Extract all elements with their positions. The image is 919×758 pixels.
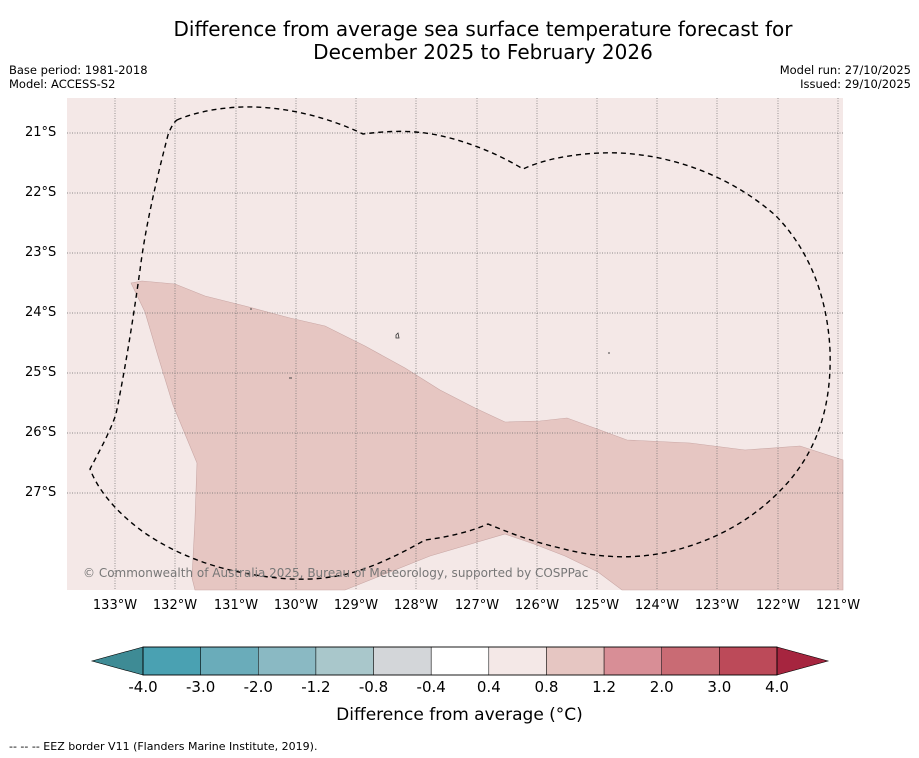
lon-label-126w: 126°W (514, 598, 560, 613)
lat-gridlines (67, 132, 843, 494)
lon-label-131w: 131°W (213, 598, 259, 613)
base-period: Base period: 1981-2018 (9, 63, 148, 77)
issued-date: Issued: 29/10/2025 (800, 77, 911, 91)
lon-label-128w: 128°W (393, 598, 439, 613)
colorbar-tick-label: 0.8 (534, 678, 559, 696)
lat-label-23s: 23°S (25, 245, 57, 260)
lat-label-25s: 25°S (25, 365, 57, 380)
lat-label-24s: 24°S (25, 305, 57, 320)
lon-label-133w: 133°W (92, 598, 138, 613)
speck-1 (395, 332, 400, 339)
lat-label-27s: 27°S (25, 485, 57, 500)
chart-title: Difference from average sea surface temp… (0, 18, 919, 64)
lat-label-26s: 26°S (25, 425, 57, 440)
colorbar-segment (719, 646, 778, 676)
colorbar-segment (661, 646, 720, 676)
model-name: Model: ACCESS-S2 (9, 77, 116, 91)
colorbar-tick-label: 4.0 (765, 678, 789, 696)
lon-label-125w: 125°W (574, 598, 620, 613)
colorbar-segment (488, 646, 547, 676)
title-line-2: December 2025 to February 2026 (313, 40, 653, 64)
colorbar-segment (373, 646, 432, 676)
colorbar-tick-label: -0.8 (358, 678, 389, 696)
colorbar-segment (603, 646, 662, 676)
anomaly-region (130, 280, 844, 591)
colorbar-tick-label: 0.4 (476, 678, 501, 696)
colorbar-tick-label: -4.0 (128, 678, 158, 696)
lon-label-124w: 124°W (634, 598, 680, 613)
colorbar-tick-label: -3.0 (185, 678, 216, 696)
lon-label-121w: 121°W (815, 598, 861, 613)
lat-label-21s: 21°S (25, 125, 57, 140)
colorbar-title: Difference from average (°C) (336, 705, 583, 725)
lon-label-129w: 129°W (333, 598, 379, 613)
lon-label-123w: 123°W (694, 598, 740, 613)
colorbar-segment (546, 646, 605, 676)
colorbar-tick-label: 3.0 (707, 678, 732, 696)
colorbar-tick-label: -2.0 (243, 678, 273, 696)
colorbar-segment (258, 646, 317, 676)
lon-label-122w: 122°W (755, 598, 801, 613)
colorbar-segment (430, 646, 490, 676)
map-copyright: © Commonwealth of Australia 2025, Bureau… (83, 566, 589, 580)
colorbar-high-extend (776, 646, 830, 676)
model-run: Model run: 27/10/2025 (779, 63, 911, 77)
footnote: -- -- -- EEZ border V11 (Flanders Marine… (9, 740, 318, 753)
colorbar-tick-label: -1.2 (301, 678, 331, 696)
colorbar-frame (142, 646, 778, 676)
colorbar-tick-label: -0.4 (416, 678, 446, 696)
lon-label-127w: 127°W (454, 598, 500, 613)
lon-gridlines (114, 98, 839, 590)
colorbar-segment (200, 646, 259, 676)
meta-left: Base period: 1981-2018 Model: ACCESS-S2 (9, 63, 148, 91)
colorbar-segment (142, 646, 201, 676)
colorbar-segment (315, 646, 374, 676)
lon-label-132w: 132°W (152, 598, 198, 613)
lon-label-130w: 130°W (273, 598, 319, 613)
lat-label-22s: 22°S (25, 185, 57, 200)
title-line-1: Difference from average sea surface temp… (173, 17, 793, 41)
colorbar-low-extend (90, 646, 144, 676)
meta-right: Model run: 27/10/2025 Issued: 29/10/2025 (780, 63, 911, 91)
colorbar-tick-label: 2.0 (649, 678, 674, 696)
colorbar-tick-label: 1.2 (592, 678, 617, 696)
